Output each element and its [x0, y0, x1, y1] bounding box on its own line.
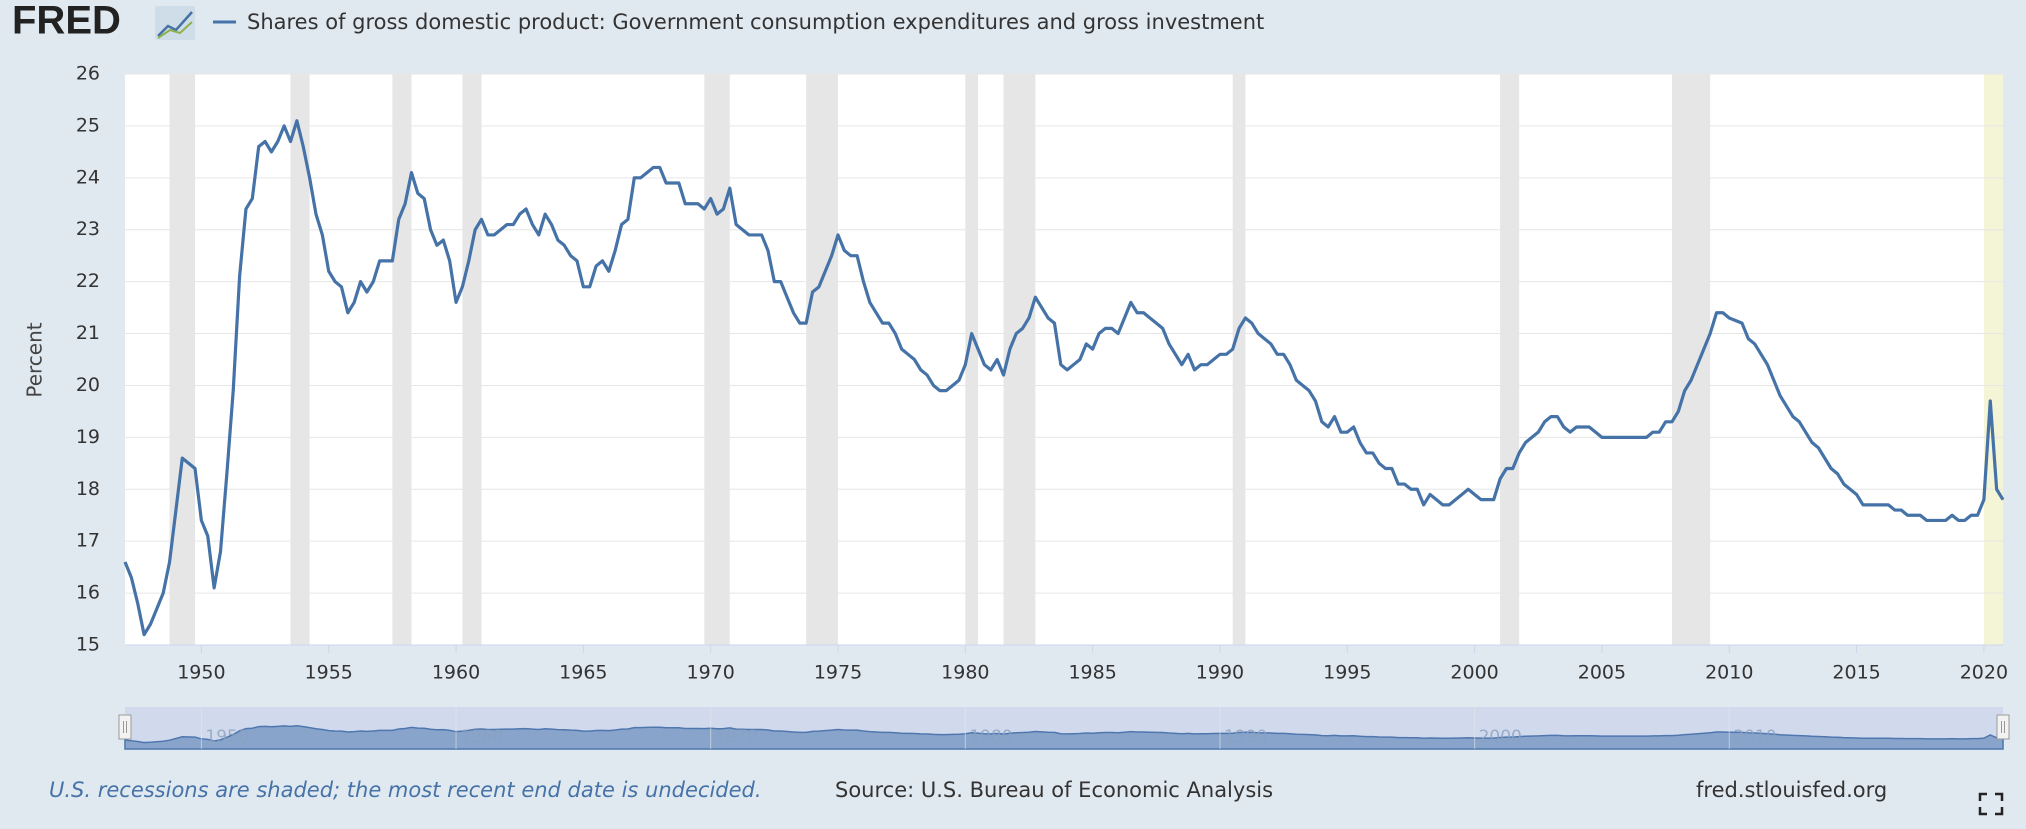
y-axis-label: Percent: [23, 322, 47, 397]
x-tick-label: 1965: [559, 662, 607, 684]
x-tick-label: 1995: [1323, 662, 1371, 684]
fullscreen-icon[interactable]: [1978, 792, 2004, 816]
recession-band: [392, 74, 412, 645]
navigator-tick-label: 2010: [1733, 727, 1776, 747]
navigator-tick-label: 1950: [205, 727, 248, 747]
x-tick-label: 1960: [432, 662, 480, 684]
logo-icon: [155, 6, 195, 40]
series-line: [123, 119, 2005, 637]
recession-band: [1232, 74, 1246, 645]
recession-band: [169, 74, 196, 645]
x-tick-label: 1975: [814, 662, 862, 684]
navigator-tick-label: 1960: [460, 727, 503, 747]
navigator-tick-label: 1980: [969, 727, 1012, 747]
y-tick-label: 21: [76, 322, 100, 344]
navigator-area: [124, 724, 2004, 750]
y-tick-label: 26: [76, 63, 100, 85]
x-tick-label: 1990: [1196, 662, 1244, 684]
x-tick-label: 1980: [941, 662, 989, 684]
x-tick-label: 2000: [1450, 662, 1498, 684]
x-tick-label: 2005: [1578, 662, 1626, 684]
x-tick-label: 1985: [1068, 662, 1116, 684]
recession-band: [462, 74, 482, 645]
y-tick-label: 20: [76, 374, 100, 396]
navigator-tick-label: 1990: [1224, 727, 1267, 747]
y-tick-label: 18: [76, 478, 100, 500]
y-tick-label: 15: [76, 634, 100, 656]
x-tick-label: 2020: [1960, 662, 2008, 684]
recession-band: [1500, 74, 1520, 645]
y-tick-label: 19: [76, 426, 100, 448]
recession-band-undecided: [1983, 74, 2003, 645]
recession-band: [965, 74, 979, 645]
x-tick-label: 1970: [687, 662, 735, 684]
y-tick-label: 16: [76, 582, 100, 604]
recession-band: [1671, 74, 1711, 645]
recession-band: [290, 74, 310, 645]
x-tick-label: 1955: [305, 662, 353, 684]
source: Source: U.S. Bureau of Economic Analysis: [835, 778, 1273, 802]
note: U.S. recessions are shaded; the most rec…: [49, 778, 762, 802]
y-tick-label: 22: [76, 270, 100, 292]
x-tick-label: 1950: [177, 662, 225, 684]
site: fred.stlouisfed.org: [1696, 778, 1887, 802]
legend-label: Shares of gross domestic product: Govern…: [247, 10, 1264, 34]
navigator-tick-label: 1970: [715, 727, 758, 747]
y-tick-label: 25: [76, 114, 100, 136]
navigator-handle[interactable]: [118, 714, 132, 740]
y-tick-label: 17: [76, 530, 100, 552]
navigator-handle[interactable]: [1996, 714, 2010, 740]
navigator-mask: [125, 707, 2003, 749]
logo: FRED: [12, 0, 121, 43]
y-tick-label: 24: [76, 166, 100, 188]
navigator-tick-label: 2000: [1479, 727, 1522, 747]
recession-band: [806, 74, 839, 645]
x-tick-label: 2015: [1832, 662, 1880, 684]
recession-band: [704, 74, 730, 645]
y-tick-label: 23: [76, 218, 100, 240]
x-tick-label: 2010: [1705, 662, 1753, 684]
